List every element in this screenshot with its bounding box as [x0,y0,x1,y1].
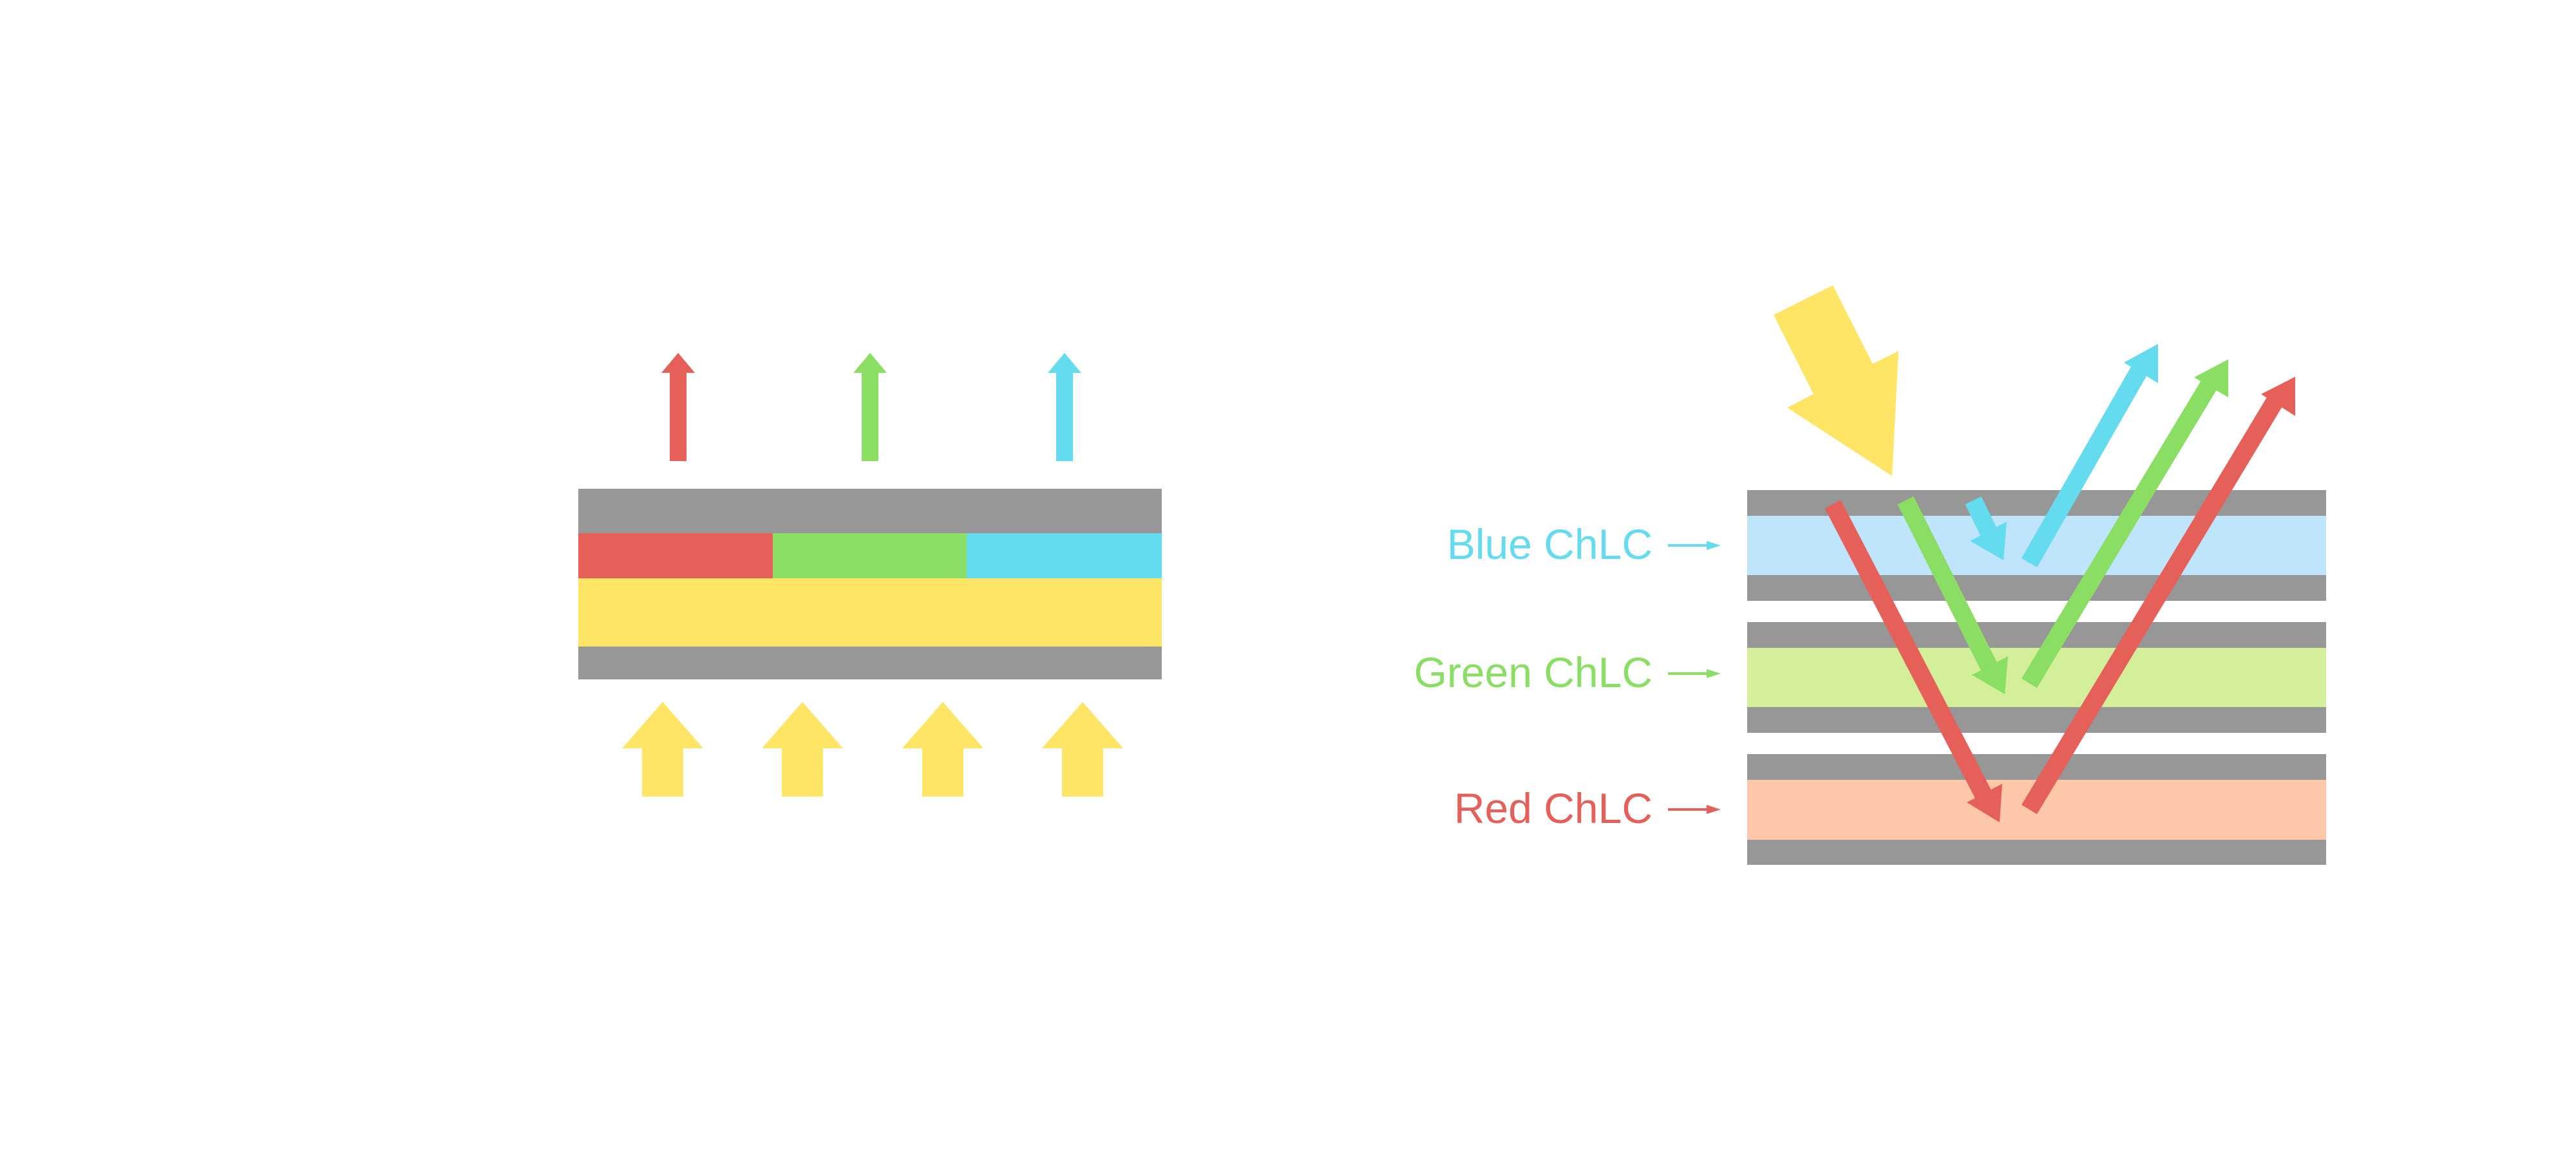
red-output-arrow-icon [661,353,695,461]
backlight-layer [578,578,1162,647]
blue-filter [967,533,1162,578]
backlight-arrow-icon [622,702,703,797]
substrate [1747,622,2326,648]
backlight-arrow-icon [1042,702,1123,797]
red-filter [578,533,773,578]
green-output-arrow-icon [853,353,887,461]
substrate [1747,754,2326,780]
incident-light-arrow-icon [1774,285,1899,476]
red-chlc-stack [1747,754,2326,865]
green-incident-ray-icon [1897,496,2008,694]
green-filter [773,533,967,578]
green-chlc-label: Green ChLC [1414,648,1653,696]
blue-output-arrow-icon [1048,353,1081,461]
red-chlc-label: Red ChLC [1454,784,1653,832]
red-incident-ray-icon [1824,500,2002,822]
blue-label-arrow-icon [1668,541,1721,550]
top-substrate [578,489,1162,533]
bottom-substrate [578,647,1162,679]
red-reflected-ray-icon [2022,377,2295,815]
substrate [1747,575,2326,601]
backlight-arrow-icon [762,702,843,797]
blue-reflected-ray-icon [2021,344,2158,567]
blue-chlc-label: Blue ChLC [1447,520,1653,568]
right-diagram: Blue ChLC Green ChLC Red ChLC [1414,285,2326,865]
red-label-arrow-icon [1668,805,1721,814]
blue-incident-ray-icon [1965,496,2007,560]
substrate [1747,840,2326,865]
substrate [1747,707,2326,733]
green-label-arrow-icon [1668,669,1721,678]
left-diagram [578,353,1162,797]
backlight-arrow-icon [902,702,983,797]
green-reflected-ray-icon [2022,359,2228,688]
